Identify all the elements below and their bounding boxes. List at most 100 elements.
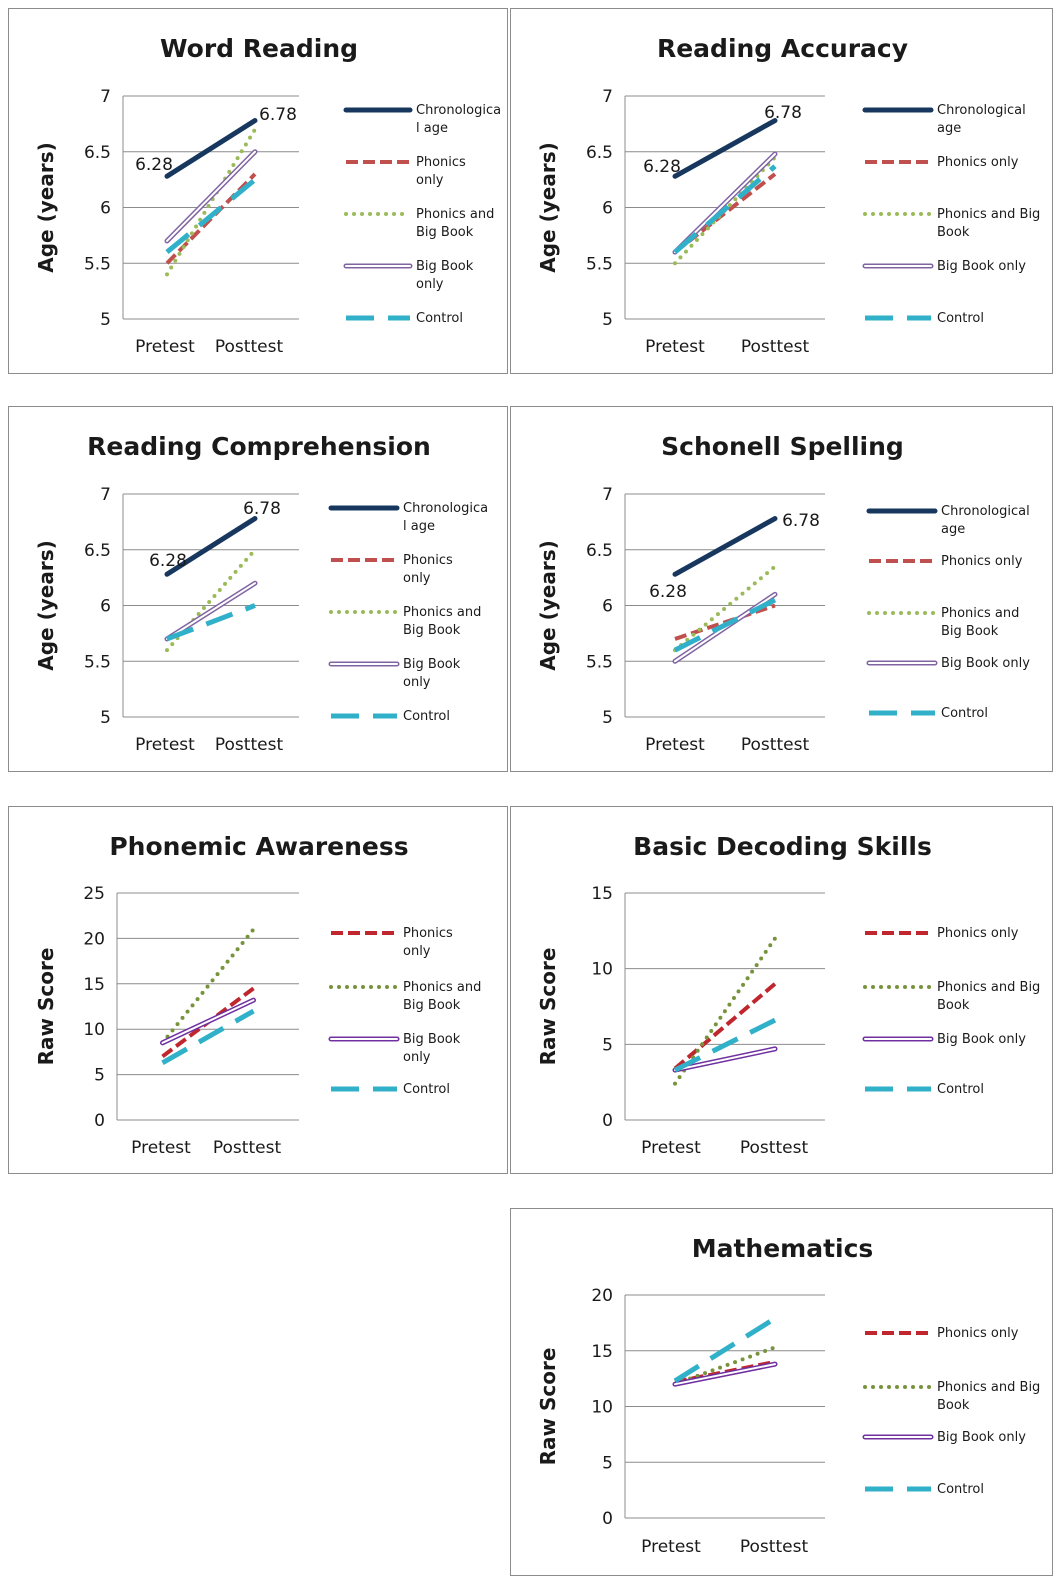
legend: Phonics only Phonics and Big Book Big Book …: [862, 926, 1040, 1097]
y-tick-label: 7: [602, 87, 613, 107]
series-line-control: [673, 1017, 777, 1073]
y-axis-label: Age (years): [34, 540, 58, 670]
x-tick-label-pretest: Pretest: [135, 735, 195, 755]
legend-label-line: Book: [937, 225, 970, 240]
series-line-phonics-and-big-book: [673, 564, 777, 653]
legend-label-line: age: [937, 121, 961, 136]
chart-title: Basic Decoding Skills: [633, 832, 932, 861]
legend-label-line: Book: [937, 998, 970, 1013]
y-axis-label: Raw Score: [536, 948, 560, 1066]
chart-svg-basic-decoding-skills: Basic Decoding Skills Raw Score 0 5 10 15 Pret…: [536, 832, 1040, 1158]
legend-label: Phonics only: [941, 554, 1023, 569]
legend-label: Big Book only: [937, 1032, 1026, 1047]
y-tick-label: 5: [602, 1035, 613, 1055]
legend-item-phonics-only: Phonics only: [865, 926, 1019, 941]
legend-label-line: Phonics only: [937, 926, 1019, 941]
series-lines: [672, 118, 778, 266]
x-tick-label-pretest: Pretest: [645, 337, 705, 357]
legend-label-line: Control: [941, 706, 988, 721]
legend-item-control: Control: [346, 311, 463, 326]
x-tick-label-pretest: Pretest: [645, 735, 705, 755]
legend-label-line: only: [403, 1050, 431, 1065]
legend-item-control: Control: [865, 1082, 984, 1097]
y-tick-label: 10: [591, 960, 613, 980]
legend-label-line: age: [941, 522, 965, 537]
legend-item-phonics-only: Phonics only: [346, 155, 466, 188]
legend-label-line: only: [403, 571, 431, 586]
legend-label-line: Phonics: [403, 553, 453, 568]
chart-svg-mathematics: Mathematics Raw Score 0 5 10 15 20 Pretest Postt…: [536, 1234, 1040, 1557]
legend-item-phonics-and-big-book: Phonics and Big Book: [329, 605, 481, 638]
chart-title: Schonell Spelling: [661, 432, 904, 461]
legend-item-big-book-only: Big Book only: [343, 259, 474, 292]
series-lines: [672, 516, 778, 664]
chart-panel-reading-accuracy: Reading Accuracy Age (years) 5 5.5 6 6.5 7 Pret…: [510, 8, 1053, 374]
legend-label-line: only: [416, 277, 444, 292]
legend-item-chronological-age: Chronological age: [866, 504, 1030, 537]
legend-item-control: Control: [869, 706, 988, 721]
legend-label-line: Phonics only: [941, 554, 1023, 569]
legend-item-phonics-and-big-book: Phonics and Big Book: [329, 980, 481, 1013]
legend-label-line: Chronologica: [403, 501, 488, 516]
legend-label: Big Book only: [937, 1430, 1026, 1445]
legend-item-big-book-only: Big Book only: [328, 657, 461, 690]
legend-item-control: Control: [865, 311, 984, 326]
series-line-big-book-only: [164, 149, 258, 244]
legend-label: Phonics only: [937, 926, 1019, 941]
data-label: 6.28: [135, 155, 173, 175]
y-tick-label: 0: [602, 1509, 613, 1529]
y-tick-label: 10: [591, 1398, 613, 1418]
series-line-phonics-and-big-book: [160, 927, 256, 1045]
series-line-control: [166, 603, 256, 642]
series-lines: [164, 516, 258, 653]
legend-label: Phonics and Big Book: [937, 980, 1040, 1013]
legend-item-phonics-and-big-book: Phonics and Big Book: [863, 980, 1040, 1013]
y-tick-label: 7: [100, 87, 111, 107]
y-tick-label: 6: [100, 597, 111, 617]
chart-title: Phonemic Awareness: [109, 832, 408, 861]
legend-item-chronologica-l-age: Chronologica l age: [343, 103, 501, 136]
legend-item-big-book-only: Big Book only: [328, 1032, 461, 1065]
legend-label-line: Control: [937, 1082, 984, 1097]
data-label: 6.28: [149, 551, 187, 571]
legend-label-line: Phonics and: [403, 605, 481, 620]
legend-label-line: Control: [416, 311, 463, 326]
legend-label-line: Phonics and: [941, 606, 1019, 621]
y-tick-label: 5.5: [84, 254, 111, 274]
legend-item-phonics-only: Phonics only: [865, 155, 1019, 170]
y-axis-label: Age (years): [536, 540, 560, 670]
legend-item-chronologica-l-age: Chronologica l age: [328, 501, 488, 534]
series-line-phonics-only: [673, 982, 777, 1071]
y-tick-label: 5: [602, 708, 613, 728]
x-tick-label-posttest: Posttest: [741, 735, 810, 755]
chart-title: Mathematics: [692, 1234, 874, 1263]
y-tick-label: 15: [83, 975, 105, 995]
legend-item-chronological-age: Chronological age: [862, 103, 1026, 136]
legend-label-line: only: [416, 173, 444, 188]
legend-item-control: Control: [865, 1482, 984, 1497]
x-tick-label-posttest: Posttest: [740, 1138, 809, 1158]
legend: Chronological age Phonics only Phonics and B…: [866, 504, 1030, 721]
legend-item-phonics-only: Phonics only: [869, 554, 1023, 569]
legend-label-line: Phonics only: [937, 1326, 1019, 1341]
legend-label-line: Big Book only: [941, 656, 1030, 671]
legend-label-line: Big Book only: [937, 1032, 1026, 1047]
y-tick-label: 5: [100, 708, 111, 728]
series-line-phonics-and-big-book: [673, 936, 777, 1086]
chart-title: Reading Comprehension: [87, 432, 431, 461]
legend-label-line: Big Book: [403, 998, 461, 1013]
legend-item-phonics-only: Phonics only: [331, 926, 453, 959]
chart-panel-schonell-spelling: Schonell Spelling Age (years) 5 5.5 6 6.5 7 Pre…: [510, 406, 1053, 772]
legend-label-line: Big Book: [403, 1032, 461, 1047]
legend-item-phonics-and-big-book: Phonics and Big Book: [867, 606, 1019, 639]
data-label: 6.78: [764, 103, 802, 123]
x-tick-label-posttest: Posttest: [215, 337, 284, 357]
x-tick-label-pretest: Pretest: [641, 1138, 701, 1158]
legend-label-line: Chronological: [937, 103, 1026, 118]
data-label: 6.28: [643, 157, 681, 177]
legend: Phonics only Phonics and Big Book Big Book on…: [328, 926, 481, 1097]
legend-label: Chronologica l age: [403, 501, 488, 534]
x-tick-label-posttest: Posttest: [740, 1537, 809, 1557]
series-line-big-book-only: [164, 580, 258, 642]
chart-panel-reading-comprehension: Reading Comprehension Age (years) 5 5.5 6 6.5…: [8, 406, 508, 772]
